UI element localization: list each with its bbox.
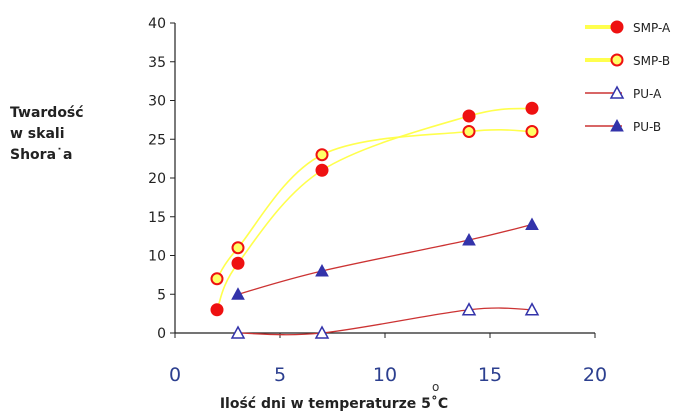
y-axis-label-line-2: w skali — [10, 126, 65, 142]
axes — [174, 23, 595, 334]
data-point-smp-a — [315, 163, 329, 177]
data-point-smp-b — [315, 148, 329, 162]
y-axis-label: Twardość w skali Shora˙a — [10, 103, 84, 166]
legend-label-smp-a: SMP-A — [633, 21, 671, 35]
y-axis-label-line-3: Shora˙a — [10, 147, 73, 163]
data-point-pu-b — [462, 232, 476, 246]
y-tick-label: 10 — [148, 249, 166, 265]
legend-label-pu-b: PU-B — [633, 120, 661, 134]
ticks: 0 5 10 15 20 25 30 35 40 0 5 10 15 20 — [148, 16, 607, 386]
series-lines — [216, 107, 533, 336]
data-point-smp-a — [231, 256, 245, 270]
x-tick-label: 10 — [373, 364, 397, 386]
y-tick-label: 5 — [157, 287, 166, 303]
data-point-smp-a — [210, 303, 224, 317]
y-tick-label: 25 — [148, 132, 166, 148]
data-point-smp-b — [525, 125, 539, 138]
degree-mark: o — [432, 380, 440, 394]
legend: SMP-A SMP-B PU-A PU-B — [585, 20, 671, 134]
legend-marker-smp-a — [610, 20, 624, 34]
y-tick-label: 20 — [148, 171, 166, 187]
legend-label-pu-a: PU-A — [633, 87, 662, 101]
data-point-pu-b — [315, 263, 329, 277]
data-point-pu-b — [231, 287, 245, 300]
data-point-smp-b — [231, 241, 245, 255]
x-axis-label-text: Ilość dni w temperaturze 5˚C — [219, 396, 449, 412]
y-tick-label: 40 — [148, 16, 166, 32]
x-tick-label: 15 — [478, 364, 502, 386]
y-tick-label: 15 — [148, 210, 166, 226]
data-point-pu-a — [524, 302, 540, 316]
data-point-pu-a — [461, 302, 477, 316]
data-point-smp-a — [462, 109, 476, 123]
y-tick-label: 35 — [148, 55, 166, 71]
legend-marker-smp-b — [610, 53, 624, 67]
series-line-pu-a — [237, 307, 533, 336]
y-tick-label: 30 — [148, 94, 166, 110]
y-axis-label-line-1: Twardość — [10, 105, 84, 121]
x-tick-label: 20 — [583, 364, 607, 386]
data-point-pu-a — [314, 325, 330, 339]
x-tick-label: 5 — [274, 364, 286, 386]
y-tick-label: 0 — [157, 326, 166, 342]
data-point-smp-b — [462, 125, 476, 138]
x-tick-label: 0 — [169, 364, 181, 386]
series-line-smp-a — [216, 107, 533, 311]
series-markers — [210, 101, 540, 339]
x-axis-label: Ilość dni w temperaturze 5˚C — [0, 396, 688, 412]
series-line-pu-b — [237, 223, 533, 295]
data-point-smp-a — [525, 101, 539, 115]
data-point-smp-b — [210, 272, 224, 286]
legend-marker-pu-b — [610, 118, 624, 132]
data-point-pu-b — [525, 217, 539, 230]
legend-label-smp-b: SMP-B — [633, 54, 670, 68]
data-point-pu-a — [230, 325, 246, 339]
series-line-smp-b — [216, 128, 533, 280]
legend-marker-pu-a — [609, 85, 625, 99]
